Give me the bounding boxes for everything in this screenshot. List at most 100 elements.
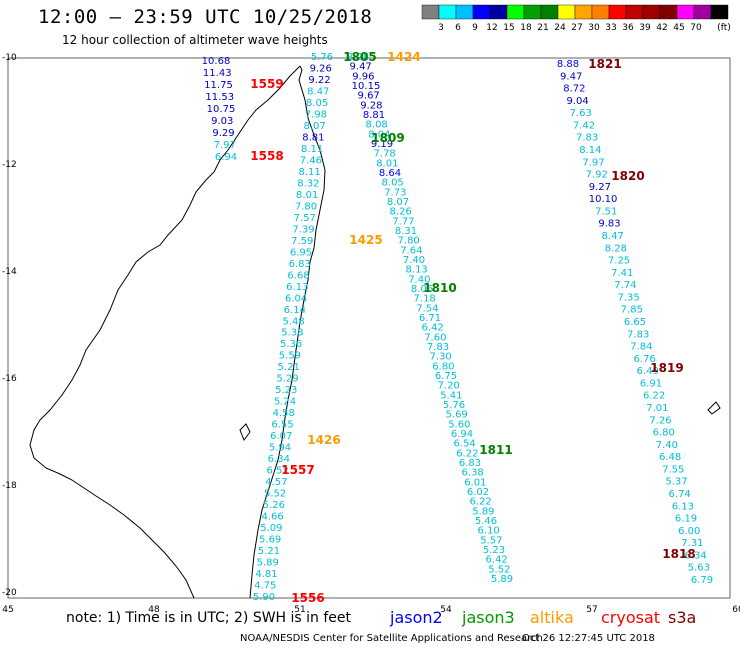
wave-height-label: 5.76 — [311, 52, 333, 63]
wave-height-label: 5.46 — [475, 516, 497, 527]
wave-height-label: 5.29 — [276, 374, 298, 385]
wave-height-label: 8.81 — [302, 132, 324, 143]
wave-height-label: 6.02 — [467, 487, 489, 498]
pass-time-label: 1426 — [307, 433, 340, 447]
wave-height-label: 5.09 — [260, 523, 282, 534]
wave-height-label: 6.34 — [684, 550, 706, 561]
wave-height-label: 5.90 — [253, 592, 275, 603]
wave-height-label: 7.80 — [398, 236, 420, 247]
scale-swatch — [421, 4, 440, 20]
wave-height-label: 8.47 — [307, 86, 329, 97]
wave-height-label: 10.68 — [202, 56, 231, 67]
wave-height-label: 8.05 — [306, 98, 328, 109]
wave-height-label: 4.81 — [255, 569, 277, 580]
wave-height-label: 6.10 — [478, 526, 500, 537]
wave-height-label: 6.22 — [470, 497, 492, 508]
scale-label: 27 — [571, 23, 582, 33]
wave-height-label: 6.07 — [270, 431, 292, 442]
wave-height-label: 7.85 — [621, 305, 643, 316]
wave-height-label: 10.75 — [207, 104, 236, 115]
wave-height-label: 10.15 — [352, 81, 381, 92]
lon-tick-label: 60 — [732, 605, 740, 615]
wave-height-label: 9.67 — [358, 91, 380, 102]
wave-height-label: 8.01 — [376, 158, 398, 169]
pass-time-label: 1809 — [371, 131, 404, 145]
scale-swatch — [455, 4, 474, 20]
wave-height-label: 7.97 — [214, 140, 236, 151]
satellite-altika: altika — [530, 608, 574, 627]
wave-height-label: 7.63 — [570, 108, 592, 119]
wave-height-label: 9.19 — [371, 139, 393, 150]
page-title: 12:00 – 23:59 UTC 10/25/2018 — [38, 6, 373, 28]
scale-swatch — [472, 4, 491, 20]
lon-tick-label: 54 — [440, 605, 452, 615]
scale-swatch — [642, 4, 661, 20]
pass-time-label: 1819 — [650, 361, 683, 375]
wave-height-label: 7.73 — [384, 187, 406, 198]
lat-tick-label: -20 — [2, 588, 17, 598]
pass-time-label: 1821 — [588, 57, 621, 71]
wave-height-label: 8.06 — [411, 284, 433, 295]
wave-height-label: 7.39 — [292, 224, 314, 235]
scale-label: 30 — [588, 23, 600, 33]
satellite-cryosat: cryosat — [601, 608, 661, 627]
wave-height-label: 7.74 — [614, 280, 636, 291]
wave-height-label: 5.94 — [269, 443, 291, 454]
wave-height-label: 5.23 — [275, 385, 297, 396]
pass-time-label: 1558 — [250, 149, 283, 163]
wave-height-label: 5.63 — [688, 563, 710, 574]
lat-tick-label: -16 — [2, 374, 17, 384]
scale-label: 24 — [554, 23, 566, 33]
map-frame — [7, 57, 731, 599]
scale-label: 18 — [520, 23, 532, 33]
pass-time-label: 1425 — [349, 233, 382, 247]
wave-height-label: 7.40 — [403, 255, 425, 266]
wave-height-label: 5.89 — [491, 574, 513, 585]
wave-height-label: 9.28 — [360, 100, 382, 111]
scale-swatch — [659, 4, 678, 20]
scale-unit: (ft) — [717, 23, 731, 33]
scale-label: 6 — [455, 23, 461, 33]
wave-height-label: 9.22 — [308, 75, 330, 86]
wave-height-label: 7.98 — [305, 109, 327, 120]
wave-height-label: 7.30 — [430, 352, 452, 363]
wave-height-label: 6.95 — [290, 247, 312, 258]
scale-swatch — [489, 4, 508, 20]
wave-height-label: 6.34 — [268, 454, 290, 465]
scale-swatch — [625, 4, 644, 20]
wave-height-label: 5.48 — [282, 316, 304, 327]
wave-height-label: 8.07 — [303, 121, 325, 132]
wave-height-label: 6.83 — [459, 458, 481, 469]
scale-label: 45 — [673, 23, 684, 33]
wave-height-label: 8.08 — [366, 120, 388, 131]
wave-height-label: 8.28 — [605, 243, 627, 254]
pass-time-label: 1556 — [291, 591, 324, 605]
wave-height-label: 9.27 — [589, 182, 611, 193]
lat-tick-label: -18 — [2, 481, 17, 491]
pass-time-label: 1811 — [479, 443, 512, 457]
wave-height-label: 11.75 — [204, 80, 233, 91]
wave-height-label: 10.10 — [589, 194, 618, 205]
wave-height-label: 6.01 — [464, 477, 486, 488]
wave-height-label: 7.64 — [400, 245, 422, 256]
wave-height-label: 7.20 — [438, 381, 460, 392]
wave-height-label: 6.52 — [266, 466, 288, 477]
page-subtitle: 12 hour collection of altimeter wave hei… — [62, 33, 328, 47]
scale-swatch — [574, 4, 593, 20]
scale-swatch — [693, 4, 712, 20]
wave-height-label: 6.76 — [633, 354, 655, 365]
wave-height-label: 7.83 — [576, 133, 598, 144]
wave-height-label: 7.55 — [662, 464, 684, 475]
scale-swatch — [608, 4, 627, 20]
wave-height-label: 6.94 — [215, 152, 237, 163]
timestamp-text: Oct 26 12:27:45 UTC 2018 — [522, 633, 655, 644]
scale-swatch — [438, 4, 457, 20]
wave-height-label: 8.26 — [390, 207, 412, 218]
wave-height-label: 8.64 — [379, 168, 401, 179]
scale-label: 3 — [438, 23, 444, 33]
wave-height-label: 6.19 — [675, 514, 697, 525]
wave-height-label: 8.47 — [602, 231, 624, 242]
scale-swatch — [523, 4, 542, 20]
pass-time-label: 1559 — [250, 77, 283, 91]
wave-height-label: 6.83 — [289, 259, 311, 270]
